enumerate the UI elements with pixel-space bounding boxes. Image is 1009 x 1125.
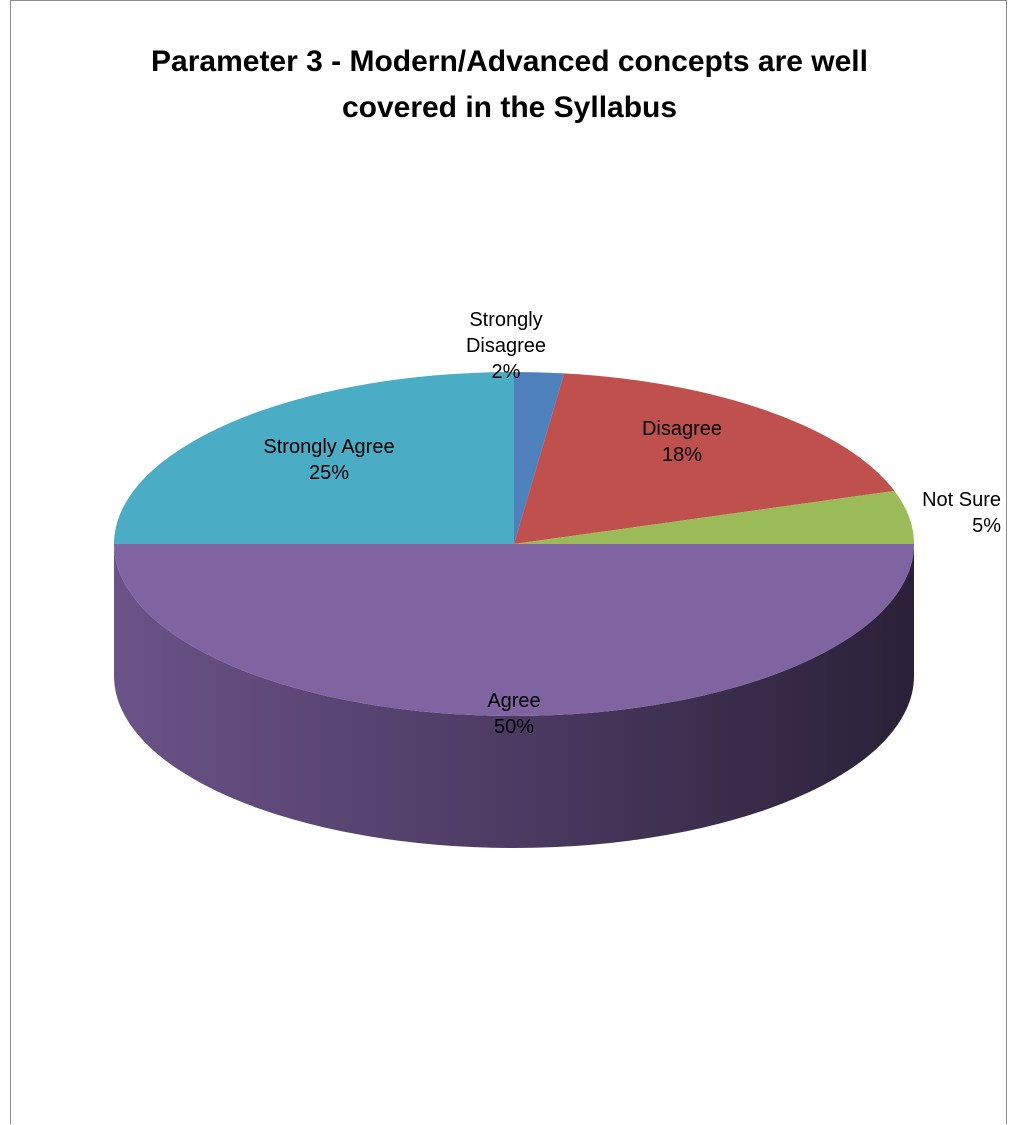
chart-title: Parameter 3 - Modern/Advanced concepts a…: [11, 39, 1008, 131]
pie-side-wall: [114, 544, 914, 848]
data-label-not-sure: Not Sure 5%: [922, 489, 1001, 537]
pie-data-labels: Strongly Disagree 2% Disagree 18% Not Sure 5% A…: [263, 309, 1001, 738]
data-label-disagree: Disagree 18%: [642, 418, 722, 466]
chart-title-line-2: covered in the Syllabus: [341, 91, 678, 124]
data-label-agree: Agree 50%: [487, 690, 540, 738]
data-label-strongly-agree: Strongly Agree 25%: [263, 436, 394, 484]
pie-plot: Strongly Disagree 2% Disagree 18% Not Sure 5% A…: [114, 309, 1001, 848]
pie-side-agree: [114, 544, 914, 848]
chart-title-line-1: Parameter 3 - Modern/Advanced concepts a…: [151, 45, 868, 78]
pie-slice-not-sure: [514, 490, 914, 544]
pie-top-face: [114, 372, 914, 716]
chart-area: Parameter 3 - Modern/Advanced concepts a…: [10, 0, 1007, 1124]
data-label-strongly-disagree: Strongly Disagree 2%: [466, 309, 546, 383]
pie-slice-disagree: [514, 373, 895, 544]
pie-slice-strongly-agree: [114, 372, 514, 544]
pie-slice-agree: [114, 544, 914, 716]
pie-slice-strongly-disagree: [514, 372, 565, 544]
